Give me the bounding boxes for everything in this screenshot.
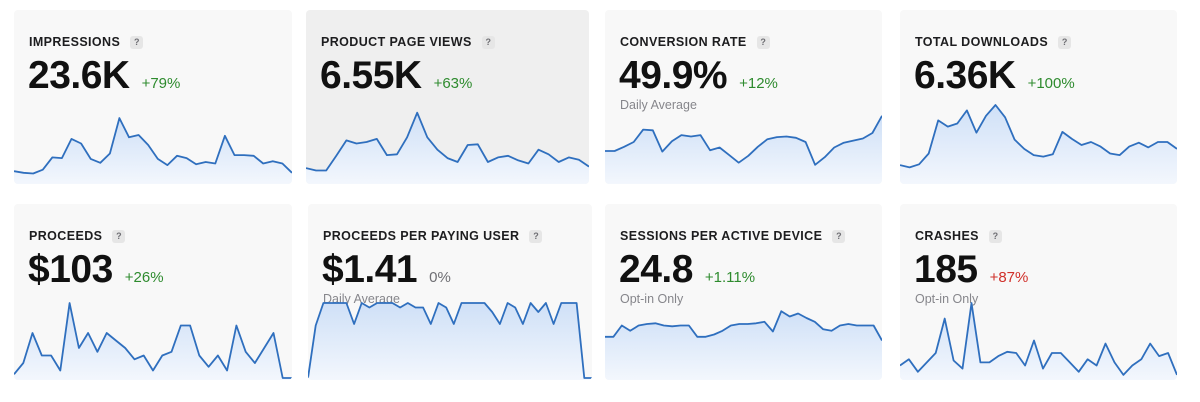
metric-subtitle: Daily Average [620,98,697,112]
metric-subtitle: Opt-in Only [620,292,684,306]
metric-value: $1.41 [322,248,418,291]
metric-delta: +12% [739,75,778,92]
metric-delta: +26% [124,269,164,286]
metric-value: $103 [28,248,113,291]
metric-title: PROCEEDS [29,229,103,243]
metric-title: SESSIONS PER ACTIVE DEVICE [620,229,823,243]
metric-delta: +63% [433,75,473,92]
sparkline-line [605,115,882,166]
sparkline-area [14,118,292,184]
metric-value: 49.9% [619,54,728,97]
sparkline-area [308,303,592,380]
help-icon[interactable]: ? [112,229,126,243]
sparkline-line [14,302,292,379]
sparkline-area [605,311,882,380]
sparkline-line [14,117,292,175]
sparkline-chart [14,117,292,184]
metric-card-product-page-views[interactable]: PRODUCT PAGE VIEWS? 6.55K +63% [306,10,589,184]
metric-value: 23.6K [28,54,130,97]
help-icon[interactable]: ? [988,229,1002,243]
sparkline-chart [306,111,589,184]
metric-card-proceeds[interactable]: PROCEEDS? $103 +26% [14,204,292,380]
metric-card-total-downloads[interactable]: TOTAL DOWNLOADS? 6.36K +100% [900,10,1177,184]
help-icon[interactable]: ? [481,35,495,49]
metric-subtitle: Opt-in Only [915,292,979,306]
sparkline-chart [14,302,292,380]
metric-value: 6.55K [320,54,422,97]
metric-delta: +79% [141,75,181,92]
metric-title: CRASHES [915,229,979,243]
metric-title: CONVERSION RATE [620,35,747,49]
sparkline-chart [605,310,882,380]
sparkline-area [900,105,1177,184]
metric-delta: +100% [1027,75,1075,92]
sparkline-area [605,115,882,184]
sparkline-chart [900,302,1177,380]
sparkline-line [308,302,592,379]
metric-card-crashes[interactable]: CRASHES? 185 +87% Opt-in Only [900,204,1177,380]
metric-title: IMPRESSIONS [29,35,121,49]
metric-title: PROCEEDS PER PAYING USER [323,229,520,243]
metric-delta: +1.11% [704,269,756,286]
sparkline-line [900,104,1177,169]
metric-delta: +87% [989,269,1029,286]
metric-card-impressions[interactable]: IMPRESSIONS? 23.6K +79% [14,10,292,184]
sparkline-chart [900,104,1177,184]
metric-value: 24.8 [619,248,693,291]
metric-value: 6.36K [914,54,1016,97]
metric-title: PRODUCT PAGE VIEWS [321,35,472,49]
help-icon[interactable]: ? [130,35,144,49]
help-icon[interactable]: ? [1058,35,1072,49]
sparkline-line [605,310,882,341]
metric-card-sessions-per-active-device[interactable]: SESSIONS PER ACTIVE DEVICE? 24.8 +1.11% Opt… [605,204,882,380]
sparkline-chart [308,302,592,380]
sparkline-area [306,112,589,184]
sparkline-chart [605,115,882,184]
metric-card-proceeds-per-paying-user[interactable]: PROCEEDS PER PAYING USER? $1.41 0% Daily Av… [308,204,592,380]
help-icon[interactable]: ? [529,229,543,243]
help-icon[interactable]: ? [756,35,770,49]
sparkline-line [306,111,589,172]
sparkline-line [900,302,1177,376]
metric-card-conversion-rate[interactable]: CONVERSION RATE? 49.9% +12% Daily Average [605,10,882,184]
help-icon[interactable]: ? [832,229,846,243]
metric-delta: 0% [429,269,451,286]
metric-title: TOTAL DOWNLOADS [915,35,1049,49]
metric-value: 185 [914,248,978,291]
sparkline-area [900,303,1177,380]
sparkline-area [14,303,292,380]
